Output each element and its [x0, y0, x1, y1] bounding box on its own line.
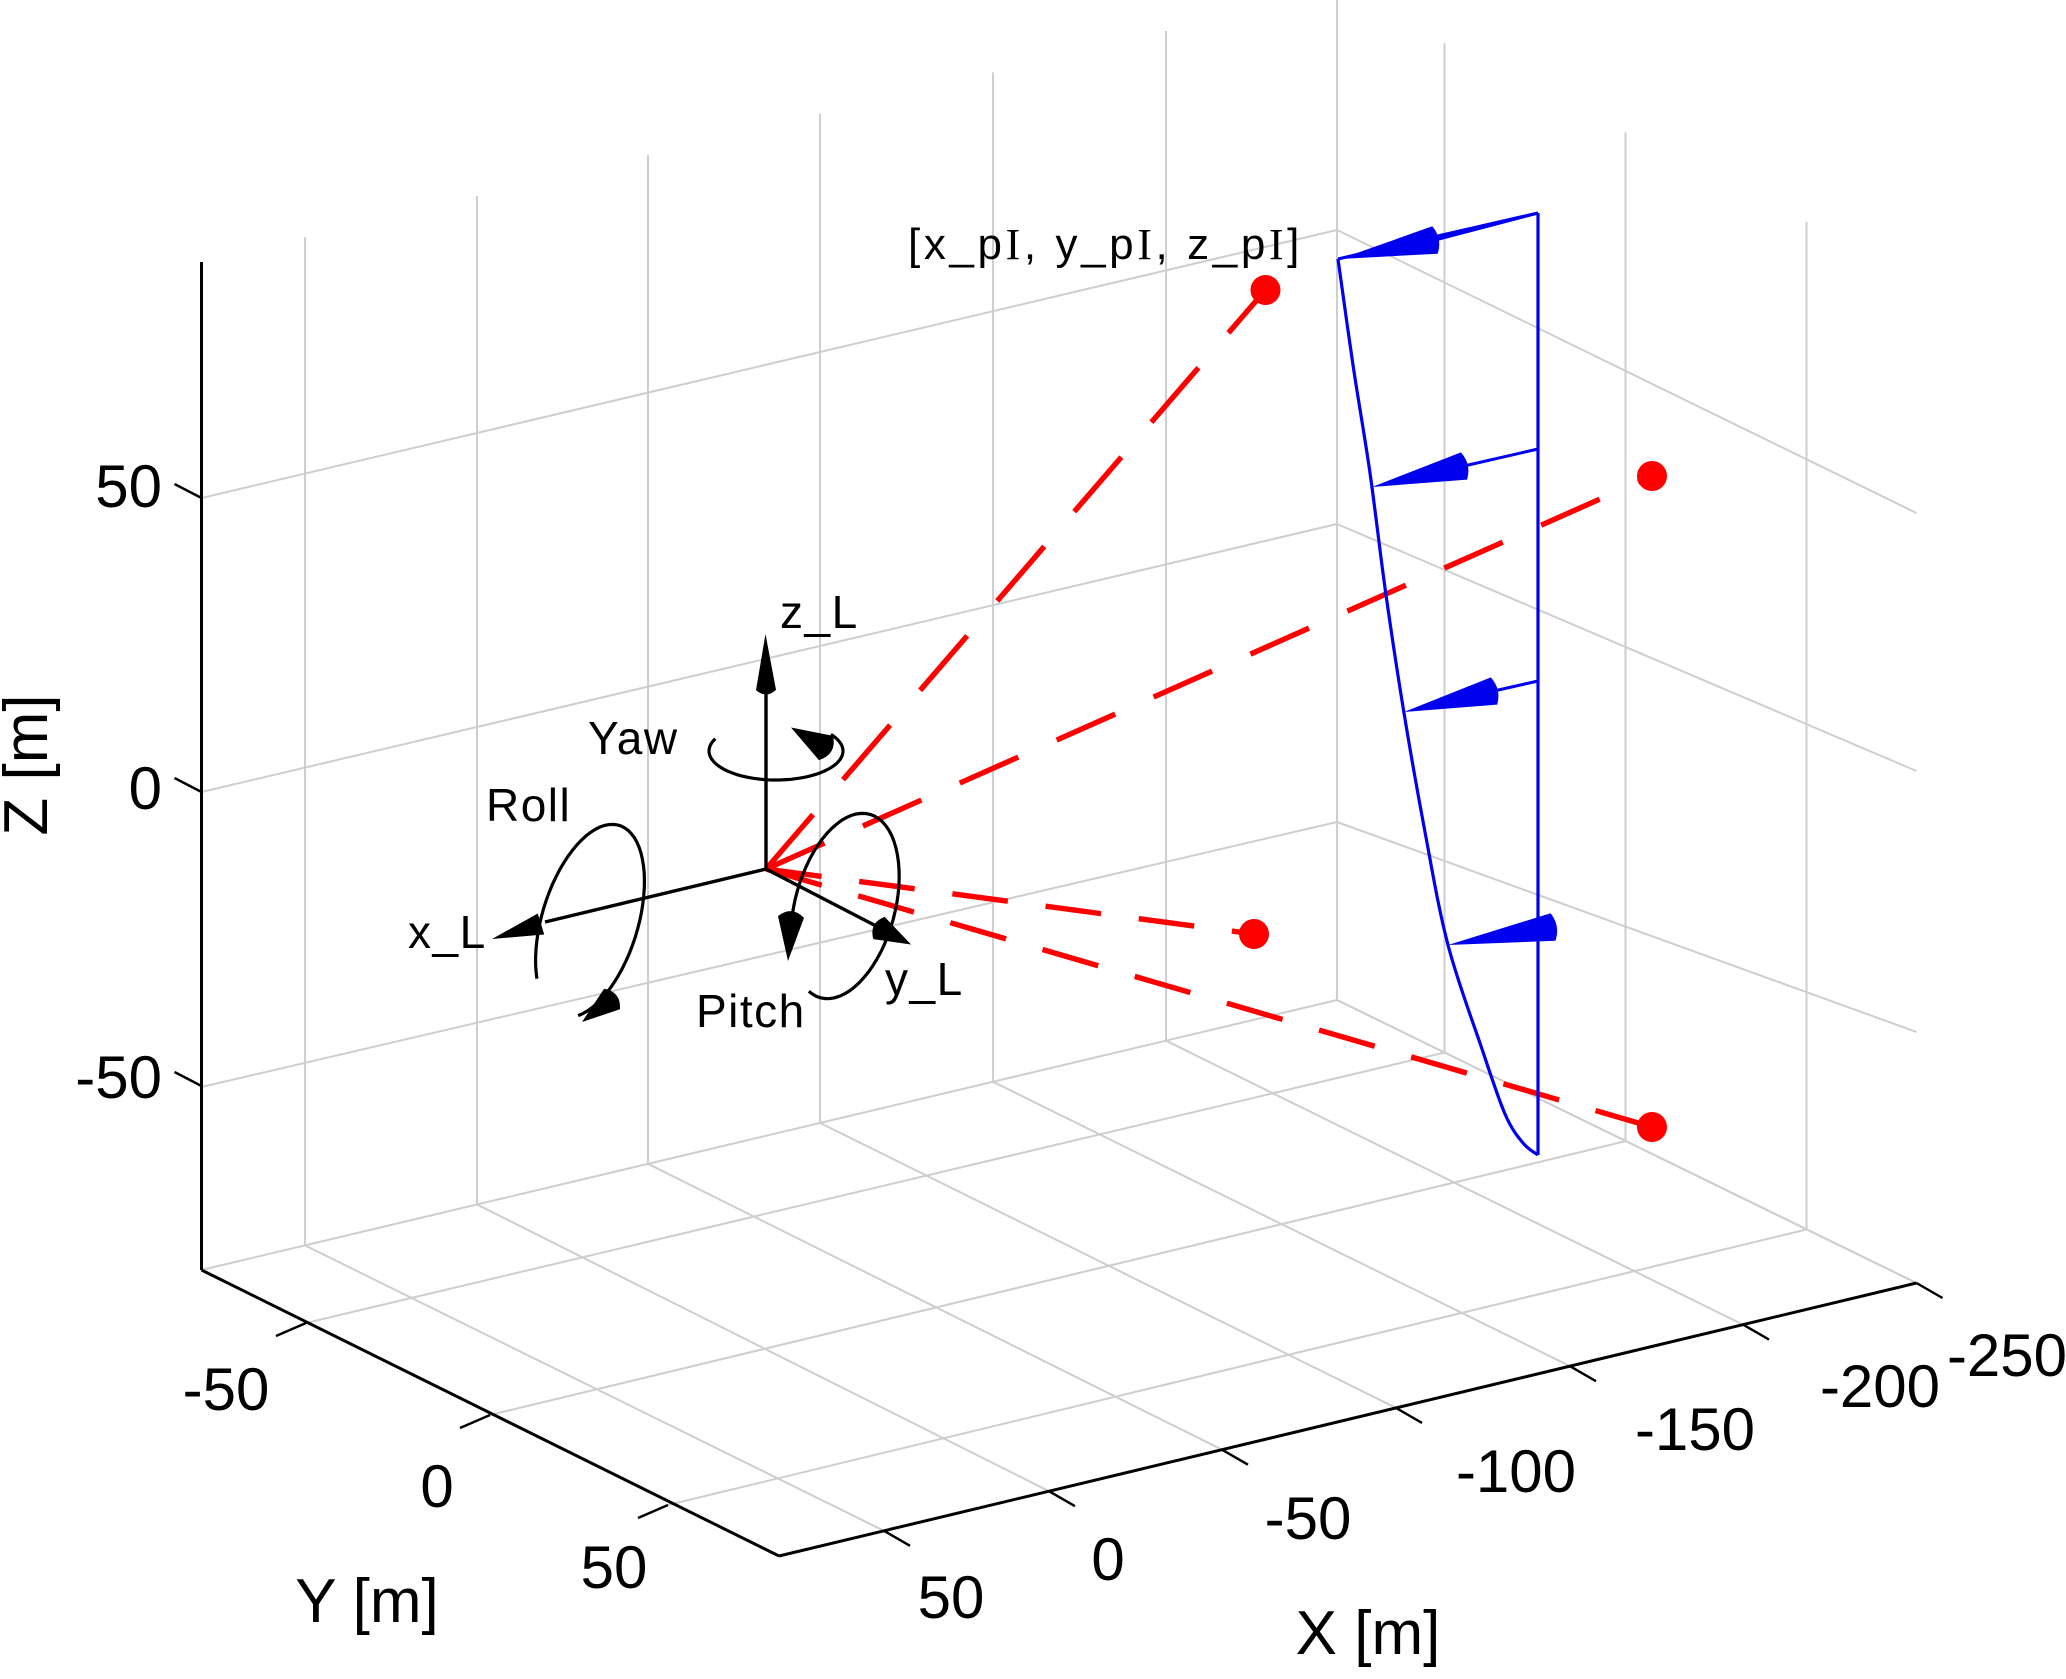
- svg-text:0: 0: [1091, 1526, 1124, 1593]
- svg-text:Yaw: Yaw: [588, 712, 679, 764]
- svg-text:0: 0: [129, 755, 162, 822]
- svg-text:Z [m]: Z [m]: [0, 694, 61, 835]
- svg-text:y_L: y_L: [885, 953, 964, 1005]
- svg-text:[x_pI, y_pI, z_pI]: [x_pI, y_pI, z_pI]: [908, 220, 1303, 269]
- svg-text:-200: -200: [1820, 1353, 1940, 1420]
- svg-text:0: 0: [420, 1453, 453, 1520]
- svg-text:50: 50: [95, 453, 162, 520]
- svg-text:z_L: z_L: [780, 586, 859, 638]
- svg-text:-100: -100: [1456, 1438, 1576, 1505]
- svg-text:-50: -50: [1265, 1485, 1352, 1552]
- svg-text:50: 50: [918, 1564, 985, 1631]
- svg-text:-250: -250: [1947, 1322, 2066, 1389]
- svg-text:-50: -50: [183, 1356, 270, 1423]
- svg-text:Roll: Roll: [486, 779, 571, 831]
- svg-text:x_L: x_L: [408, 906, 487, 958]
- svg-text:-50: -50: [75, 1044, 162, 1111]
- svg-text:50: 50: [581, 1534, 648, 1601]
- svg-text:Pitch: Pitch: [696, 985, 806, 1037]
- svg-text:-150: -150: [1635, 1396, 1755, 1463]
- svg-text:Y [m]: Y [m]: [295, 1567, 439, 1636]
- svg-text:X [m]: X [m]: [1296, 1599, 1441, 1668]
